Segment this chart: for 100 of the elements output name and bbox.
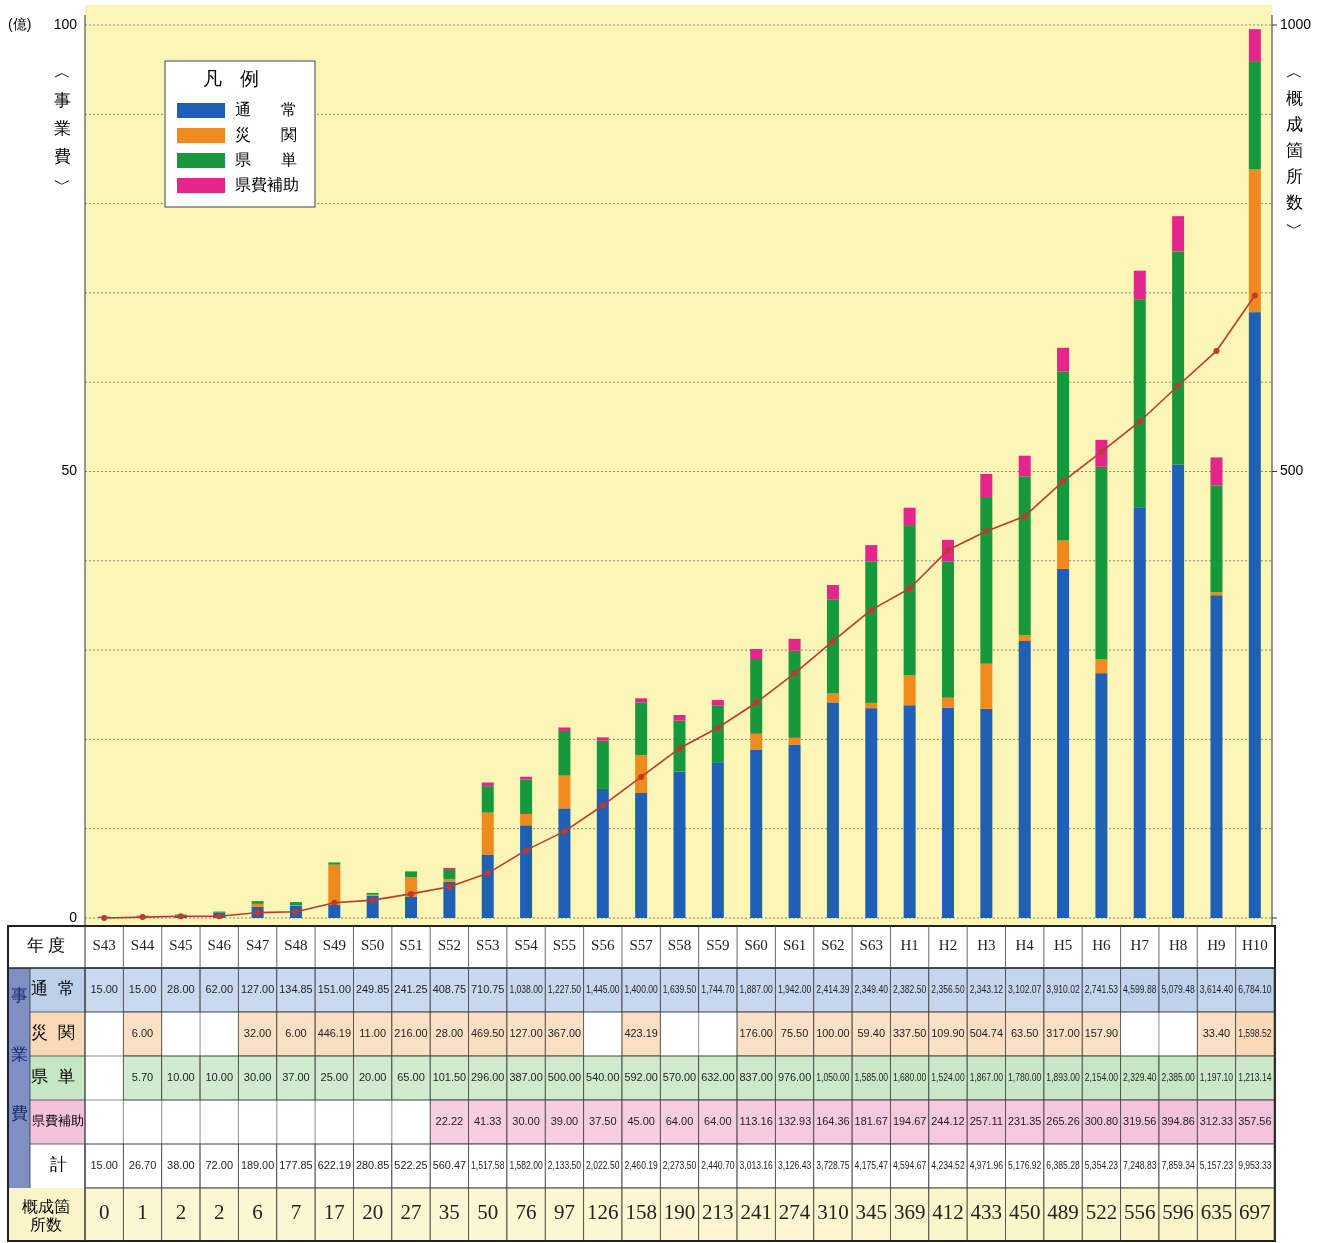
data-label: 319.56 — [1123, 1114, 1157, 1127]
legend-label: 県単 — [235, 150, 327, 168]
data-label: 177.85 — [279, 1158, 313, 1171]
x-tick-label: S56 — [591, 937, 615, 954]
x-tick-label: S43 — [92, 937, 116, 954]
data-label: 75.50 — [780, 1026, 809, 1039]
data-label: 35 — [438, 1200, 460, 1225]
x-tick-label: S51 — [399, 937, 423, 954]
data-label: 504.74 — [969, 1026, 1004, 1039]
y-tick-label: 県費補助 — [32, 1112, 84, 1128]
data-label: 33.40 — [1202, 1026, 1231, 1039]
y-tick-label: 100 — [53, 15, 78, 32]
data-label: 244.12 — [931, 1114, 965, 1127]
data-label: 28.00 — [435, 1026, 464, 1039]
legend-label: 県費補助 — [235, 175, 299, 193]
data-label: 1,213.14 — [1238, 1070, 1281, 1083]
data-label: 540.00 — [586, 1070, 620, 1083]
data-label: 522.25 — [394, 1158, 428, 1171]
data-label: 345 — [855, 1200, 888, 1225]
data-label: 312.33 — [1199, 1114, 1234, 1127]
legend-label: 災関 — [235, 125, 327, 143]
data-label: 151.00 — [317, 982, 352, 995]
data-label: 6,784.10 — [1238, 982, 1281, 995]
y-tick-label: 計 — [49, 1154, 67, 1174]
data-label: 17 — [323, 1200, 345, 1225]
data-label: 265.26 — [1046, 1114, 1081, 1127]
data-label: 710.75 — [471, 982, 505, 995]
data-label: 134.85 — [279, 982, 313, 995]
data-label: 25.00 — [320, 1070, 349, 1083]
data-label: 194.67 — [892, 1114, 927, 1127]
data-label: 632.00 — [701, 1070, 735, 1083]
data-label: 231.35 — [1008, 1114, 1042, 1127]
x-tick-label: S61 — [782, 937, 807, 954]
data-label: 450 — [1008, 1200, 1041, 1225]
data-label: 570.00 — [662, 1070, 697, 1083]
data-label: 522 — [1085, 1200, 1118, 1225]
data-label: 15.00 — [128, 982, 157, 995]
x-tick-label: S50 — [360, 937, 385, 954]
data-label: 181.67 — [854, 1114, 889, 1127]
data-label: 241 — [740, 1200, 772, 1225]
y-tick-label: 50 — [61, 462, 78, 479]
data-label: 100.00 — [816, 1026, 850, 1039]
legend-title: 凡例 — [203, 68, 277, 89]
data-label: 274 — [778, 1200, 811, 1225]
y-tick-label: 0 — [69, 908, 78, 925]
x-tick-label: S57 — [629, 937, 654, 954]
data-label: 7 — [290, 1200, 302, 1225]
legend-label: 通常 — [235, 100, 327, 118]
data-label: 635 — [1200, 1200, 1233, 1225]
data-label: 132.93 — [777, 1114, 812, 1127]
data-label: 20.00 — [358, 1070, 387, 1083]
data-label: 39.00 — [550, 1114, 579, 1127]
data-label: 158 — [625, 1200, 657, 1225]
data-label: 63.50 — [1010, 1026, 1039, 1039]
data-label: 176.00 — [739, 1026, 774, 1039]
y-tick-label: 通常 — [31, 978, 85, 998]
data-label: 257.11 — [969, 1114, 1004, 1127]
data-label: 38.00 — [167, 1158, 195, 1171]
data-label: 64.00 — [704, 1114, 732, 1127]
data-label: 560.47 — [432, 1158, 467, 1171]
data-label: 113.16 — [739, 1114, 773, 1127]
x-tick-label: S60 — [744, 937, 768, 954]
y2-tick-label: 500 — [1280, 462, 1304, 479]
data-label: 697 — [1239, 1200, 1271, 1225]
data-label: 15.00 — [90, 982, 118, 995]
x-tick-label: H10 — [1241, 937, 1268, 954]
data-label: 157.90 — [1084, 1026, 1119, 1039]
data-label: 592.00 — [624, 1070, 659, 1083]
x-tick-label: S49 — [322, 937, 346, 954]
x-tick-label: S63 — [859, 937, 883, 954]
data-label: 45.00 — [627, 1114, 655, 1127]
data-label: 976.00 — [777, 1070, 812, 1083]
data-label: 76 — [515, 1200, 537, 1225]
data-label: 0 — [98, 1200, 110, 1225]
data-label: 101.50 — [432, 1070, 467, 1083]
data-label: 300.80 — [1084, 1114, 1119, 1127]
x-tick-label: S47 — [245, 937, 270, 954]
y-tick-label: 概成箇所数 — [22, 1197, 70, 1233]
data-label: 127.00 — [240, 982, 275, 995]
x-tick-label: H4 — [1015, 937, 1035, 954]
data-label: 28.00 — [167, 982, 195, 995]
data-label: 2 — [175, 1200, 187, 1225]
data-label: 27 — [400, 1200, 422, 1225]
data-label: 190 — [663, 1200, 696, 1225]
data-label: 32.00 — [243, 1026, 272, 1039]
data-label: 9,953.33 — [1238, 1158, 1281, 1171]
data-label: 41.33 — [473, 1114, 502, 1127]
x-tick-label: H1 — [900, 937, 919, 954]
y2-axis-title: ︿概成箇所数﹀ — [1285, 63, 1303, 238]
data-label: 6.00 — [131, 1026, 154, 1039]
data-label: 164.36 — [816, 1114, 850, 1127]
x-tick-label: S54 — [514, 937, 539, 954]
data-label: 50 — [477, 1200, 499, 1225]
x-tick-label: H2 — [938, 937, 958, 954]
data-label: 10.00 — [167, 1070, 195, 1083]
data-label: 337.50 — [892, 1026, 927, 1039]
y-tick-label: 県単 — [31, 1066, 85, 1086]
data-label: 11.00 — [359, 1026, 387, 1039]
data-label: 357.56 — [1238, 1114, 1272, 1127]
data-label: 10.00 — [205, 1070, 234, 1083]
